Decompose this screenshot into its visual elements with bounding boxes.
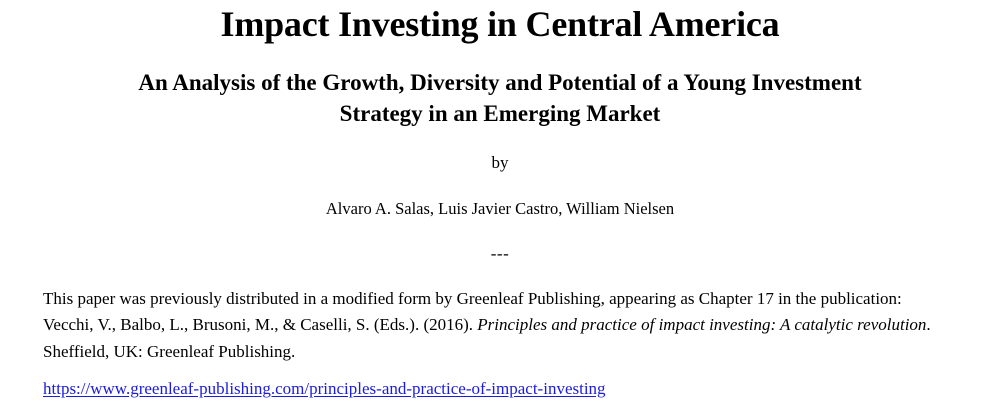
- publication-link-row: https://www.greenleaf-publishing.com/pri…: [0, 365, 1000, 399]
- page-subtitle-line-1: An Analysis of the Growth, Diversity and…: [138, 69, 862, 95]
- page-title: Impact Investing in Central America: [220, 4, 780, 44]
- section-separator: ---: [490, 243, 510, 263]
- publication-note-lead: This paper was previously distributed in…: [43, 288, 902, 335]
- page-subtitle: An Analysis of the Growth, Diversity and…: [0, 44, 1000, 129]
- publication-note: This paper was previously distributed in…: [0, 264, 1000, 365]
- publication-note-book-title: Principles and practice of impact invest…: [477, 315, 927, 335]
- publication-link[interactable]: https://www.greenleaf-publishing.com/pri…: [43, 378, 606, 398]
- author-list: Alvaro A. Salas, Luis Javier Castro, Wil…: [325, 198, 675, 218]
- publication-note-tail: . Sheffield, UK: Greenleaf Publishing.: [43, 315, 931, 361]
- byline-label: by: [491, 152, 509, 172]
- page-subtitle-line-2: Strategy in an Emerging Market: [339, 100, 661, 126]
- publication-note-paragraph: This paper was previously distributed in…: [43, 286, 955, 365]
